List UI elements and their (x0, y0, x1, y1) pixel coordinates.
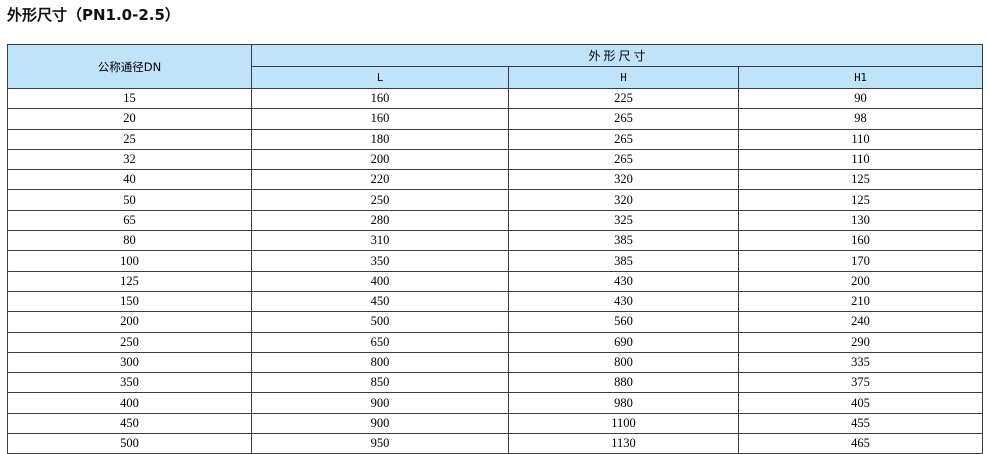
cell-dn: 350 (7, 372, 252, 394)
cell-l: 450 (251, 290, 509, 313)
cell-dn: 300 (7, 351, 252, 374)
cell-h1: 160 (737, 230, 984, 252)
cell-h: 385 (508, 250, 739, 272)
cell-h1: 125 (737, 169, 984, 191)
table-row: 250 650 690 290 (7, 331, 984, 353)
cell-dn: 15 (7, 87, 252, 110)
cell-l: 310 (251, 230, 509, 252)
cell-h1: 210 (737, 290, 984, 313)
cell-h: 980 (508, 392, 739, 414)
cell-h1: 455 (737, 412, 984, 435)
column-header-l: L (251, 66, 509, 89)
cell-h: 325 (508, 209, 739, 232)
cell-h1: 200 (737, 270, 984, 292)
table-row: 80 310 385 160 (7, 230, 984, 252)
cell-dn: 250 (7, 331, 252, 353)
cell-l: 200 (251, 148, 509, 171)
table-row: 20 160 265 98 (7, 108, 984, 130)
cell-h1: 290 (737, 331, 984, 353)
table-row: 32 200 265 110 (7, 148, 984, 171)
cell-h1: 375 (737, 372, 984, 394)
cell-l: 650 (251, 331, 509, 353)
cell-l: 850 (251, 372, 509, 394)
cell-h1: 110 (737, 128, 984, 150)
cell-h: 800 (508, 351, 739, 374)
cell-h: 385 (508, 230, 739, 252)
table-row: 450 900 1100 455 (7, 412, 984, 435)
cell-h: 560 (508, 311, 739, 333)
cell-dn: 40 (7, 169, 252, 191)
column-header-h1: H1 (737, 66, 984, 89)
cell-dn: 25 (7, 128, 252, 150)
cell-h1: 90 (737, 87, 984, 110)
cell-h: 225 (508, 87, 739, 110)
column-header-group-dimensions: 外形尺寸 (250, 44, 984, 67)
table-row: 40 220 320 125 (7, 169, 984, 191)
cell-h: 265 (508, 108, 739, 130)
cell-dn: 400 (7, 392, 252, 414)
cell-h1: 240 (737, 311, 984, 333)
cell-l: 400 (251, 270, 509, 292)
cell-l: 900 (251, 392, 509, 414)
cell-h: 690 (508, 331, 739, 353)
cell-h1: 98 (737, 108, 984, 130)
cell-l: 350 (251, 250, 509, 272)
cell-dn: 32 (7, 148, 252, 171)
table-row: 25 180 265 110 (7, 128, 984, 150)
table-row: 100 350 385 170 (7, 250, 984, 272)
cell-h1: 405 (737, 392, 984, 414)
cell-h: 430 (508, 270, 739, 292)
page-title: 外形尺寸（PN1.0-2.5） (7, 6, 180, 24)
cell-dn: 50 (7, 189, 252, 211)
cell-l: 800 (251, 351, 509, 374)
cell-h1: 125 (737, 189, 984, 211)
table-row: 50 250 320 125 (7, 189, 984, 211)
cell-l: 900 (251, 412, 509, 435)
table-row: 400 900 980 405 (7, 392, 984, 414)
header-row-top: 公称通径DN 外形尺寸 (7, 44, 984, 89)
column-header-h: H (508, 66, 739, 89)
table-body: 15 160 225 90 20 160 265 98 25 180 265 110 32 200 265 1… (7, 87, 984, 454)
table-row: 15 160 225 90 (7, 87, 984, 110)
table-row: 300 800 800 335 (7, 351, 984, 374)
cell-dn: 150 (7, 290, 252, 313)
cell-h: 1100 (508, 412, 739, 435)
column-header-dn: 公称通径DN (7, 44, 252, 89)
cell-dn: 450 (7, 412, 252, 435)
cell-dn: 200 (7, 311, 252, 333)
cell-l: 250 (251, 189, 509, 211)
cell-h: 265 (508, 148, 739, 171)
table-row: 150 450 430 210 (7, 290, 984, 313)
cell-l: 160 (251, 108, 509, 130)
cell-h: 265 (508, 128, 739, 150)
cell-dn: 20 (7, 108, 252, 130)
cell-l: 160 (251, 87, 509, 110)
table-row: 200 500 560 240 (7, 311, 984, 333)
cell-h: 320 (508, 169, 739, 191)
cell-h1: 110 (737, 148, 984, 171)
cell-h1: 170 (737, 250, 984, 272)
cell-l: 220 (251, 169, 509, 191)
dimensions-table: 公称通径DN 外形尺寸 L H H1 15 160 225 90 20 160 265 98 2… (7, 44, 984, 454)
cell-l: 180 (251, 128, 509, 150)
cell-dn: 100 (7, 250, 252, 272)
table-row: 350 850 880 375 (7, 372, 984, 394)
cell-h1: 130 (737, 209, 984, 232)
cell-dn: 65 (7, 209, 252, 232)
table-row: 65 280 325 130 (7, 209, 984, 232)
cell-dn: 125 (7, 270, 252, 292)
cell-l: 500 (251, 311, 509, 333)
table-row: 125 400 430 200 (7, 270, 984, 292)
cell-h: 430 (508, 290, 739, 313)
cell-dn: 80 (7, 230, 252, 252)
cell-l: 280 (251, 209, 509, 232)
cell-h: 880 (508, 372, 739, 394)
cell-h1: 335 (737, 351, 984, 374)
cell-h: 320 (508, 189, 739, 211)
table-header: 公称通径DN 外形尺寸 L H H1 (7, 44, 984, 89)
